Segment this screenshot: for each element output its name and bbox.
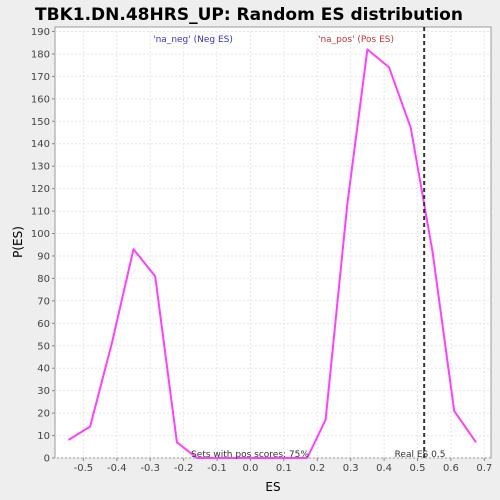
neg-es-label: 'na_neg' (Neg ES) <box>153 35 233 45</box>
y-tick-label: 140 <box>31 139 50 150</box>
y-tick-label: 120 <box>31 184 50 195</box>
y-tick-label: 130 <box>31 162 50 173</box>
x-axis-label: ES <box>265 480 280 494</box>
x-tick-label: -0.4 <box>107 463 127 474</box>
x-tick-label: -0.1 <box>207 463 227 474</box>
y-axis-ticks: 0 10 20 30 40 50 60 70 80 90 100 110 120 130 140 150 160… <box>31 27 55 465</box>
y-tick-label: 170 <box>31 72 50 83</box>
x-tick-label: 0.5 <box>410 463 426 474</box>
x-tick-label: -0.5 <box>74 463 94 474</box>
y-tick-label: 50 <box>37 341 50 352</box>
y-tick-label: 180 <box>31 49 50 60</box>
real-es-label: Real ES 0.5 <box>395 450 446 460</box>
y-tick-label: 20 <box>37 409 50 420</box>
x-tick-label: -0.3 <box>140 463 160 474</box>
x-tick-label: 0.0 <box>242 463 258 474</box>
y-tick-label: 60 <box>37 319 50 330</box>
y-tick-label: 70 <box>37 296 50 307</box>
y-tick-label: 160 <box>31 94 50 105</box>
grid-lines <box>55 27 491 459</box>
plot-area <box>54 26 492 459</box>
x-tick-label: 0.2 <box>309 463 325 474</box>
y-tick-label: 10 <box>37 431 50 442</box>
x-tick-label: -0.2 <box>174 463 194 474</box>
y-tick-label: 0 <box>44 454 50 465</box>
x-tick-label: 0.7 <box>476 463 492 474</box>
x-tick-label: 0.3 <box>343 463 359 474</box>
chart-title: TBK1.DN.48HRS_UP: Random ES distribution <box>35 5 463 25</box>
x-tick-label: 0.1 <box>276 463 292 474</box>
pos-scores-label: Sets with pos scores: 75% <box>191 450 309 460</box>
x-axis-ticks: -0.5 -0.4 -0.3 -0.2 -0.1 0.0 0.1 0.2 0.3 0.4 0.5 0.… <box>74 458 492 474</box>
y-tick-label: 30 <box>37 386 50 397</box>
y-tick-label: 110 <box>31 207 50 218</box>
y-tick-label: 90 <box>37 251 50 262</box>
y-tick-label: 150 <box>31 117 50 128</box>
y-axis-label: P(ES) <box>11 226 25 258</box>
x-tick-label: 0.4 <box>376 463 392 474</box>
y-tick-label: 100 <box>31 229 50 240</box>
y-tick-label: 190 <box>31 27 50 38</box>
series-line <box>67 48 477 459</box>
x-tick-label: 0.6 <box>443 463 459 474</box>
y-tick-label: 40 <box>37 364 50 375</box>
pos-es-label: 'na_pos' (Pos ES) <box>318 35 394 45</box>
series-group <box>67 48 477 459</box>
y-tick-label: 80 <box>37 274 50 285</box>
